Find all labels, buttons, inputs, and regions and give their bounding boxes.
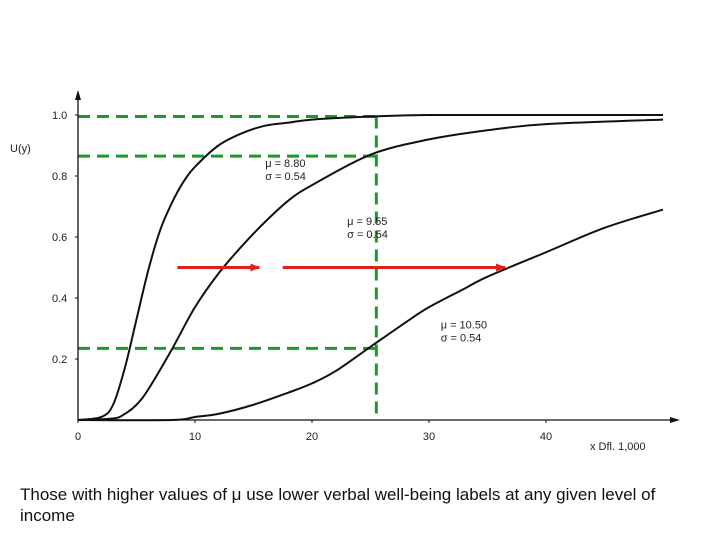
y-tick-label: 0.4 [52,293,67,305]
x-tick-label: 30 [423,431,435,443]
annotation-sigma: σ = 0.54 [265,171,306,183]
annotation-sigma: σ = 0.54 [441,333,482,345]
series-line-3 [77,208,664,422]
series-line-2 [77,118,664,421]
annotation-mu: μ = 9.55 [347,216,387,228]
annotations-group: μ = 8.80σ = 0.54μ = 9.55σ = 0.54μ = 10.5… [265,158,487,345]
y-axis-title: U(y) [10,143,31,155]
annotation-sigma: σ = 0.54 [347,229,388,241]
x-tick-label: 40 [540,431,552,443]
annotation-mu: μ = 10.50 [441,320,487,332]
y-tick-label: 1.0 [52,110,67,122]
chart: U(y) x Dfl. 1,000 0 10 20 30 40 0.2 0.4 0.6 0.8 1… [10,90,680,453]
curves-group [77,113,664,422]
x-tick-label: 0 [75,431,81,443]
y-axis-arrow-icon [75,90,81,100]
caption: Those with higher values of μ use lower … [20,485,656,525]
x-tick-label: 20 [306,431,318,443]
reference-lines-group [78,115,378,420]
y-tick-label: 0.8 [52,171,67,183]
y-tick-label: 0.6 [52,232,67,244]
x-tick-label: 10 [189,431,201,443]
x-axis-arrow-icon [670,417,680,423]
y-tick-label: 0.2 [52,354,67,366]
axes-group: U(y) x Dfl. 1,000 0 10 20 30 40 0.2 0.4 0.6 0.8 1… [10,90,680,453]
x-axis-title: x Dfl. 1,000 [590,441,646,453]
series-line-1 [77,113,663,421]
annotation-mu: μ = 8.80 [265,158,305,170]
